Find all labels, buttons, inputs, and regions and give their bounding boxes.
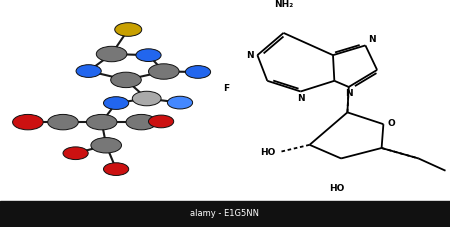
Circle shape: [126, 114, 157, 130]
Circle shape: [63, 147, 88, 160]
Text: O: O: [388, 118, 396, 128]
Circle shape: [76, 65, 101, 77]
Text: N: N: [246, 51, 254, 60]
Circle shape: [104, 97, 129, 109]
Text: N: N: [368, 35, 376, 44]
Circle shape: [86, 114, 117, 130]
Text: NH₂: NH₂: [274, 0, 293, 9]
Circle shape: [115, 23, 142, 36]
Text: N: N: [345, 89, 352, 98]
Circle shape: [185, 66, 211, 78]
Circle shape: [148, 115, 174, 128]
Text: alamy - E1G5NN: alamy - E1G5NN: [190, 210, 260, 218]
Bar: [0, 201, 450, 227]
Circle shape: [132, 91, 161, 106]
Circle shape: [13, 114, 43, 130]
Circle shape: [148, 64, 179, 79]
Text: F: F: [223, 84, 230, 94]
Circle shape: [96, 46, 127, 62]
Text: HO: HO: [329, 184, 344, 193]
Circle shape: [48, 114, 78, 130]
Circle shape: [167, 96, 193, 109]
Circle shape: [111, 72, 141, 88]
Circle shape: [91, 138, 122, 153]
Text: N: N: [297, 94, 304, 103]
Text: HO: HO: [260, 148, 275, 157]
Circle shape: [136, 49, 161, 62]
Circle shape: [104, 163, 129, 175]
